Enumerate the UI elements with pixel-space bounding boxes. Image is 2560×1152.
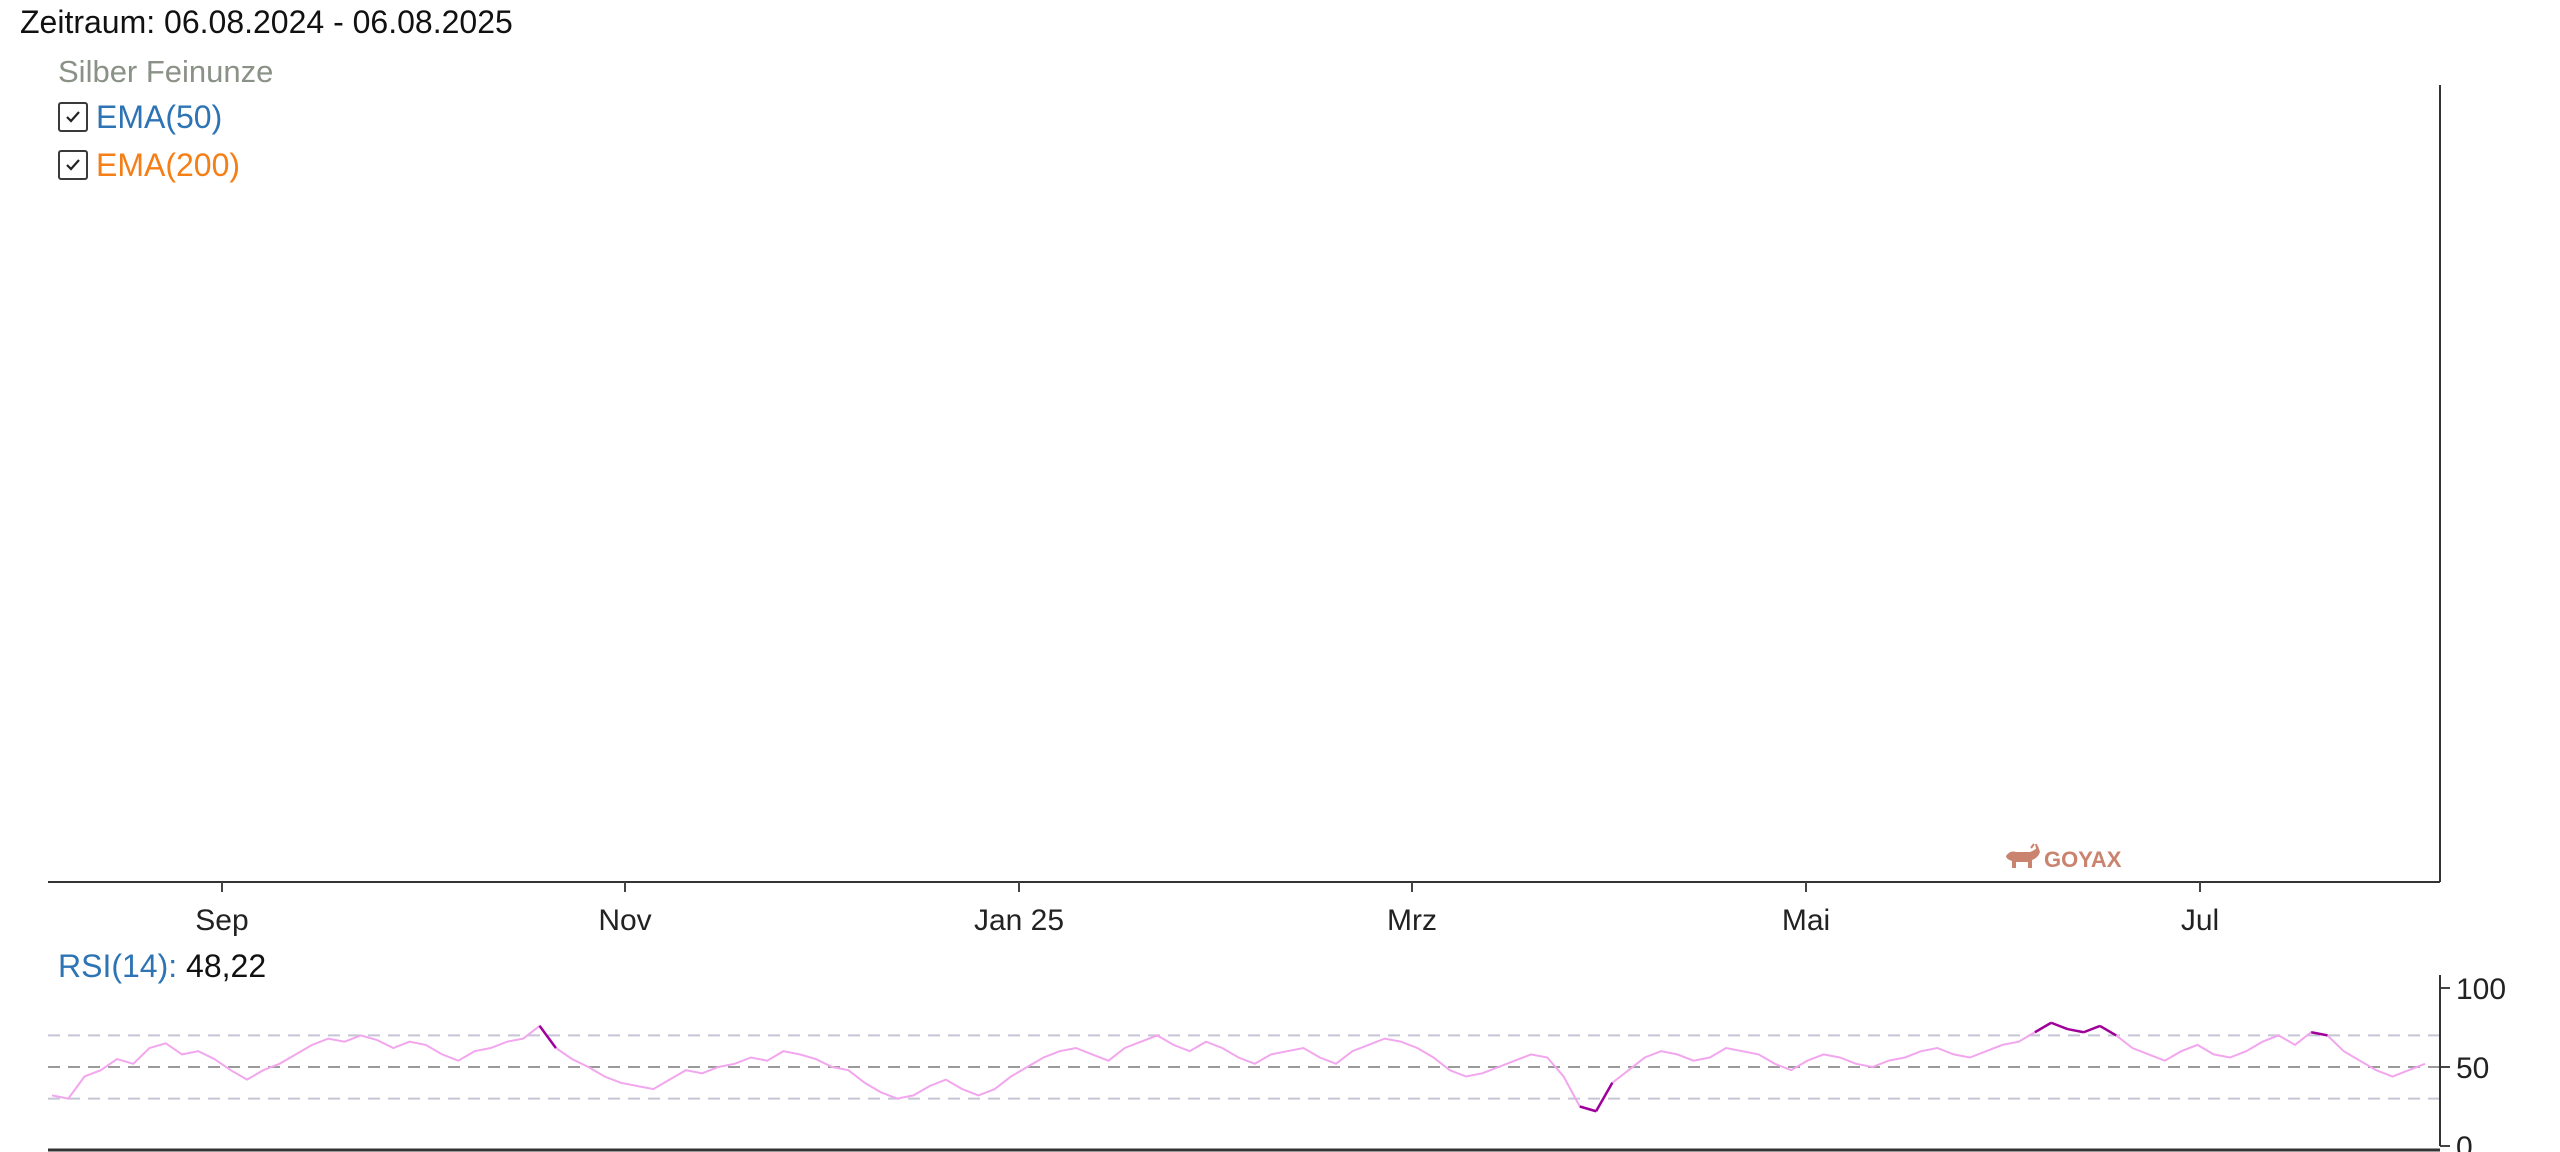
goyax-logo: GOYAX bbox=[2006, 843, 2122, 872]
rsi-tick-label-0: 0 bbox=[2456, 1131, 2473, 1152]
ema50-label: EMA(50) bbox=[96, 98, 223, 135]
x-tick-label-5: Jul bbox=[2181, 904, 2219, 937]
rsi-extreme-segment bbox=[1594, 1082, 1614, 1112]
rsi-line bbox=[51, 1021, 2426, 1113]
rsi-indicator-label: RSI(14): 48,22 bbox=[58, 948, 266, 985]
instrument-name: Silber Feinunze bbox=[58, 54, 274, 89]
rsi-value: 48,22 bbox=[186, 948, 267, 984]
checkmark-icon bbox=[66, 159, 80, 171]
rsi-extreme-segment bbox=[2310, 1031, 2328, 1037]
rsi-reference-lines bbox=[48, 1034, 2440, 1100]
ema50-checkbox[interactable] bbox=[58, 102, 88, 132]
rsi-tick-label-100: 100 bbox=[2456, 973, 2506, 1006]
zeitraum-label: Zeitraum: 06.08.2024 - 06.08.2025 bbox=[20, 4, 513, 40]
legend-item-ema50[interactable]: EMA(50) bbox=[58, 99, 222, 135]
rsi-extreme-segment bbox=[2083, 1024, 2101, 1034]
logo-text: GOYAX bbox=[2044, 847, 2122, 872]
x-tick-label-0: Sep bbox=[195, 904, 248, 937]
checkmark-icon bbox=[66, 111, 80, 123]
rsi-extreme-segment bbox=[538, 1025, 557, 1049]
rsi-extreme-segment bbox=[1579, 1105, 1597, 1113]
rsi-extreme-segment bbox=[2067, 1027, 2084, 1034]
x-tick-label-1: Nov bbox=[598, 904, 651, 937]
rsi-extreme-segment bbox=[2099, 1024, 2117, 1037]
rsi-lines bbox=[51, 1021, 2426, 1113]
x-tick-label-2: Jan 25 bbox=[974, 904, 1064, 937]
x-tick-label-3: Mrz bbox=[1387, 904, 1437, 937]
rsi-name: RSI(14): bbox=[58, 948, 178, 984]
bull-icon bbox=[2006, 843, 2040, 868]
x-tick-label-4: Mai bbox=[1782, 904, 1830, 937]
rsi-extreme-segment bbox=[2050, 1021, 2068, 1031]
rsi-tick-label-50: 50 bbox=[2456, 1052, 2489, 1085]
rsi-extreme-segment bbox=[2034, 1021, 2052, 1034]
rsi-axes: 0 50 100 bbox=[48, 973, 2506, 1152]
legend-item-ema200[interactable]: EMA(200) bbox=[58, 147, 240, 183]
ema200-checkbox[interactable] bbox=[58, 150, 88, 180]
ema200-label: EMA(200) bbox=[96, 146, 241, 183]
